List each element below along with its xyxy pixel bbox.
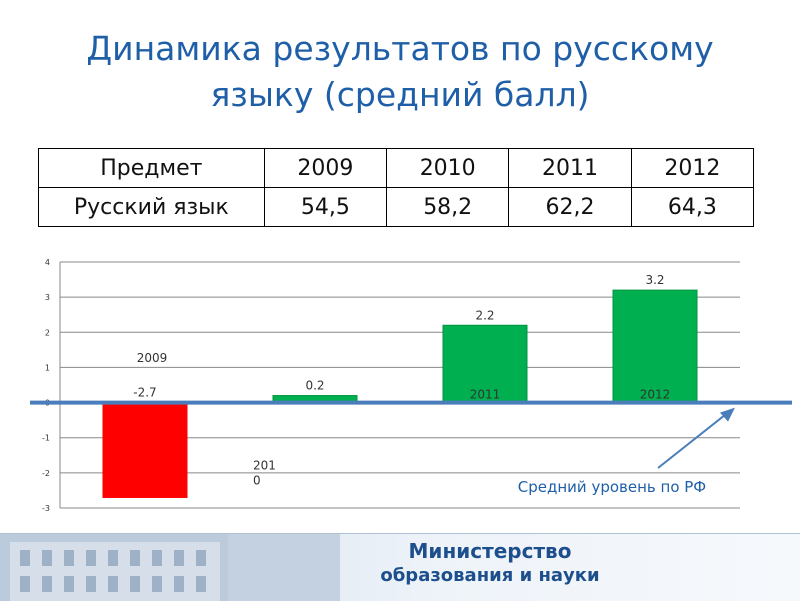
y-tick-label: 1 [45, 363, 50, 372]
footer-banner: Министерство образования и науки [0, 533, 800, 601]
y-tick-label: -3 [42, 504, 50, 513]
bar-2011 [442, 324, 528, 404]
header-cell-2011: 2011 [508, 148, 632, 188]
bars [102, 289, 698, 498]
arrow-icon [657, 411, 729, 469]
arrowhead-icon [720, 407, 735, 422]
header-cell-subject: Предмет [38, 148, 265, 188]
annotation: Средний уровень по РФ [518, 407, 735, 496]
title-line-1: Динамика результатов по русскому [86, 29, 714, 68]
bar-chart: -3-2-101234 -2.70.22.23.2200920102011201… [30, 258, 792, 513]
results-table: Предмет 2009 2010 2011 2012 Русский язык… [38, 148, 755, 227]
y-tick-label: 4 [45, 258, 50, 267]
header-cell-2010: 2010 [386, 148, 510, 188]
ministry-line-2: образования и науки [380, 565, 600, 586]
annotation-label: Средний уровень по РФ [518, 478, 707, 496]
value-label-2012: 3.2 [645, 273, 664, 287]
y-tick-label: -2 [42, 469, 50, 478]
value-label-2010: 0.2 [305, 379, 324, 393]
category-label-2009: 2009 [137, 351, 168, 365]
y-tick-label: 3 [45, 293, 50, 302]
ministry-logo-text: Министерство образования и науки [340, 538, 640, 588]
ministry-line-1: Министерство [408, 539, 572, 563]
y-tick-label: -1 [42, 434, 50, 443]
header-cell-2009: 2009 [263, 148, 388, 188]
data-labels: -2.7 0.2 2.2 3.2 2009 201 0 2011 2012 [133, 273, 670, 487]
header-cell-2012: 2012 [630, 148, 755, 188]
row-cell-2011: 62,2 [508, 187, 632, 227]
title-line-2: языку (средний балл) [210, 75, 590, 114]
bar-2012 [612, 289, 698, 404]
row-cell-2009: 54,5 [263, 187, 388, 227]
value-label-2009: -2.7 [133, 386, 156, 400]
value-label-2011: 2.2 [475, 308, 494, 322]
slide-title: Динамика результатов по русскому языку (… [0, 26, 800, 118]
row-cell-2012: 64,3 [630, 187, 755, 227]
row-cell-2010: 58,2 [386, 187, 510, 227]
bar-2009 [102, 402, 188, 498]
building-image [0, 534, 340, 601]
table-row: Русский язык 54,5 58,2 62,2 64,3 [38, 187, 755, 227]
category-label-2011: 2011 [470, 387, 501, 401]
category-label-2012: 2012 [640, 387, 671, 401]
table-header-row: Предмет 2009 2010 2011 2012 [38, 148, 755, 188]
category-label-2010: 201 0 [253, 458, 276, 487]
y-tick-label: 2 [45, 328, 50, 337]
y-axis-ticks: -3-2-101234 [42, 258, 50, 513]
row-cell-subject: Русский язык [38, 187, 265, 227]
